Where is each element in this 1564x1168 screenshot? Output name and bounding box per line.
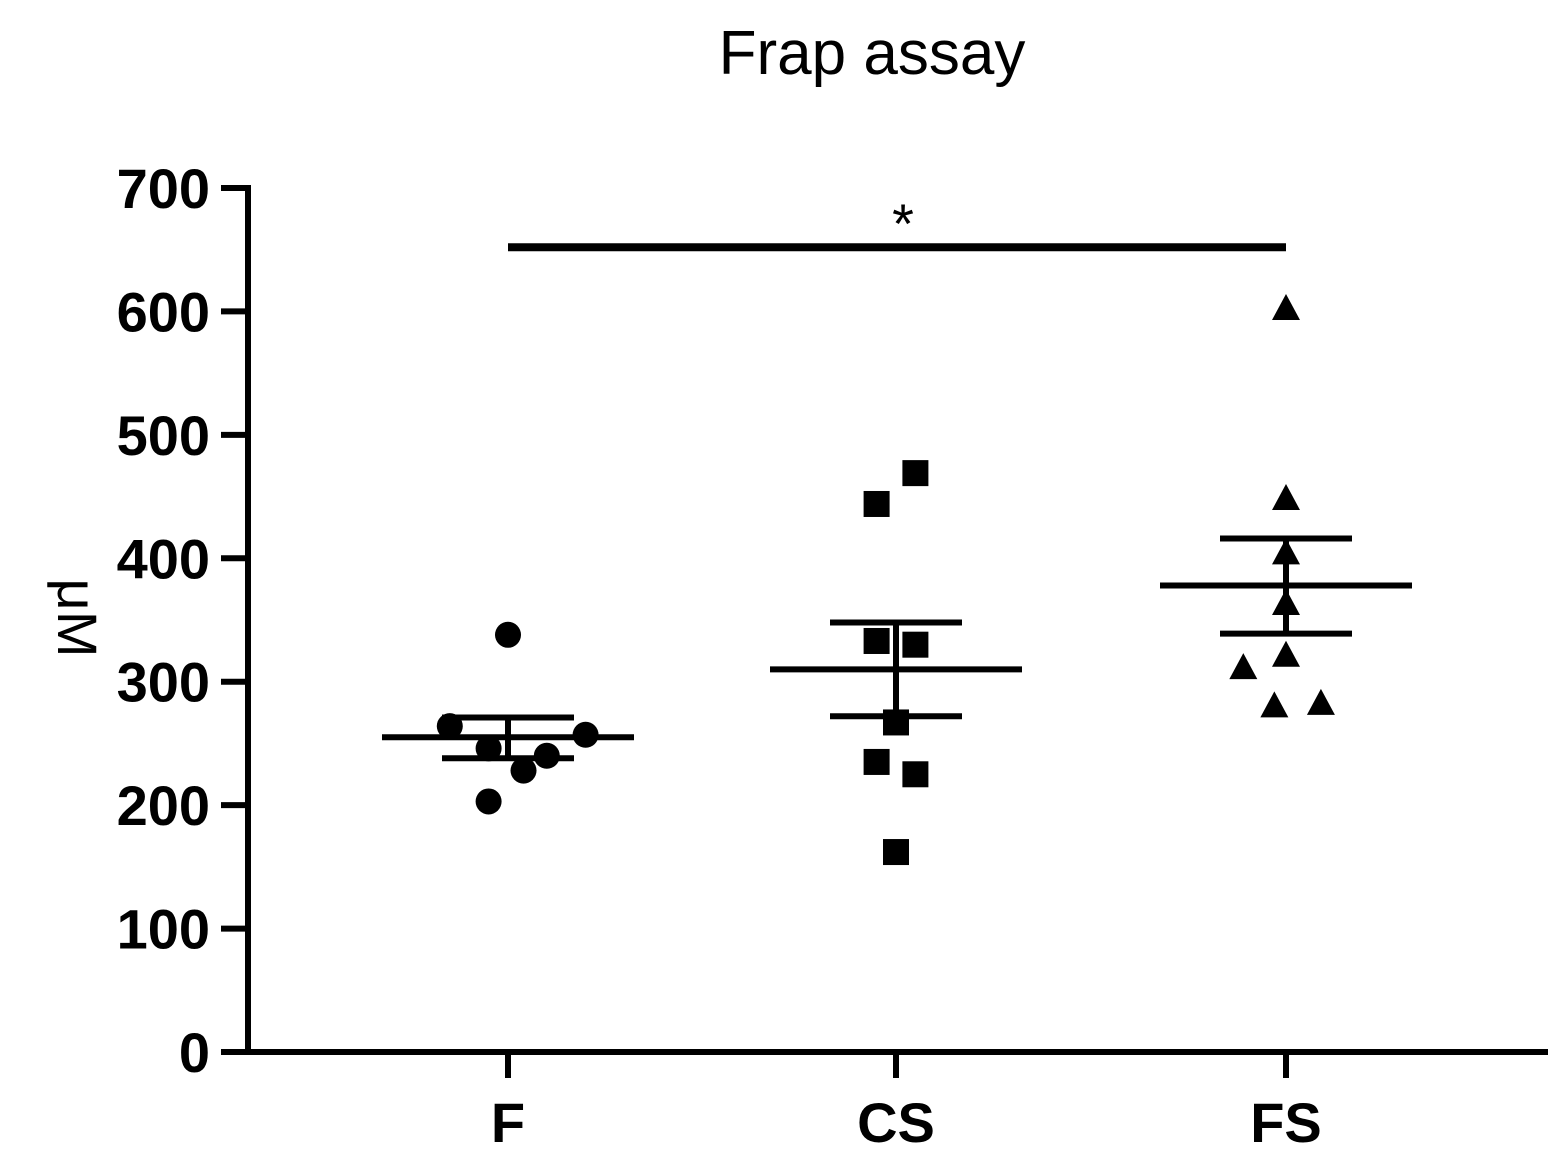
- data-point-circle: [495, 621, 521, 648]
- data-point-triangle: [1229, 653, 1258, 680]
- y-tick-label: 100: [117, 898, 210, 961]
- annotations: *: [508, 192, 1286, 255]
- y-tick-label: 300: [117, 651, 210, 714]
- data-point-circle: [572, 721, 599, 748]
- chart-title: Frap assay: [719, 19, 1026, 88]
- y-tick-label: 200: [117, 774, 210, 837]
- y-tick-label: 500: [117, 404, 210, 467]
- data-point-square: [883, 839, 909, 866]
- x-tick-label: FS: [1250, 1091, 1322, 1154]
- data-points: [436, 293, 1335, 866]
- data-point-square: [863, 490, 890, 517]
- y-tick-label: 600: [117, 280, 210, 343]
- y-axis-label: μM: [46, 579, 109, 658]
- data-point-square: [863, 627, 890, 654]
- data-point-circle: [510, 757, 537, 784]
- data-point-circle: [533, 742, 560, 769]
- data-point-circle: [475, 788, 502, 815]
- x-tick-label: F: [491, 1091, 525, 1154]
- data-point-square: [902, 761, 929, 788]
- data-point-triangle: [1272, 640, 1300, 667]
- data-point-triangle: [1272, 538, 1300, 565]
- data-point-triangle: [1272, 484, 1300, 511]
- data-point-square: [883, 709, 909, 736]
- y-tick-label: 0: [179, 1021, 210, 1084]
- data-point-triangle: [1272, 588, 1300, 615]
- data-point-circle: [436, 713, 463, 740]
- axes: 0 100 200 300 400 500 600 700 F CS FS: [117, 157, 1548, 1154]
- data-point-square: [863, 748, 890, 775]
- data-point-triangle: [1306, 688, 1335, 715]
- data-point-square: [902, 460, 929, 487]
- data-point-circle: [475, 735, 502, 762]
- x-tick-label: CS: [857, 1091, 935, 1154]
- significance-label: *: [892, 192, 914, 255]
- y-tick-label: 400: [117, 527, 210, 590]
- data-point-triangle: [1272, 293, 1300, 320]
- data-point-triangle: [1260, 691, 1289, 718]
- y-tick-label: 700: [117, 157, 210, 220]
- data-point-square: [902, 631, 929, 658]
